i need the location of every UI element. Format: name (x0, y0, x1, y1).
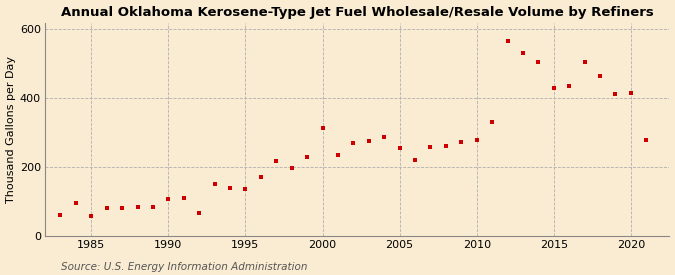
Point (55, 213, 66, 217)
Point (518, 51, 529, 56)
Point (86, 214, 97, 219)
Point (255, 175, 266, 180)
Y-axis label: Thousand Gallons per Day: Thousand Gallons per Day (5, 56, 16, 203)
Point (148, 205, 159, 209)
Point (333, 153, 344, 157)
Point (502, 39, 513, 44)
Point (425, 145, 436, 149)
Point (163, 197, 173, 201)
Point (209, 182, 220, 186)
Point (117, 206, 128, 210)
Point (487, 120, 497, 125)
Point (641, 138, 652, 142)
Point (225, 186, 236, 190)
Point (626, 91, 637, 95)
Point (394, 146, 405, 150)
Point (240, 187, 251, 191)
Point (564, 84, 574, 89)
Point (441, 144, 452, 149)
Point (178, 196, 189, 201)
Point (302, 155, 313, 159)
Point (101, 206, 112, 210)
Point (70, 201, 81, 205)
Point (286, 166, 297, 170)
Point (132, 205, 143, 209)
Point (610, 92, 621, 96)
Point (379, 135, 389, 139)
Point (456, 140, 466, 144)
Point (363, 139, 374, 144)
Point (317, 125, 328, 130)
Title: Annual Oklahoma Kerosene-Type Jet Fuel Wholesale/Resale Volume by Refiners: Annual Oklahoma Kerosene-Type Jet Fuel W… (61, 6, 653, 18)
Point (348, 141, 359, 145)
Text: Source: U.S. Energy Information Administration: Source: U.S. Energy Information Administ… (61, 262, 307, 272)
Point (194, 211, 205, 216)
Point (471, 138, 482, 142)
Point (579, 60, 590, 64)
Point (595, 74, 605, 78)
Point (548, 86, 559, 90)
Point (533, 60, 544, 64)
Point (271, 159, 281, 163)
Point (410, 158, 421, 163)
